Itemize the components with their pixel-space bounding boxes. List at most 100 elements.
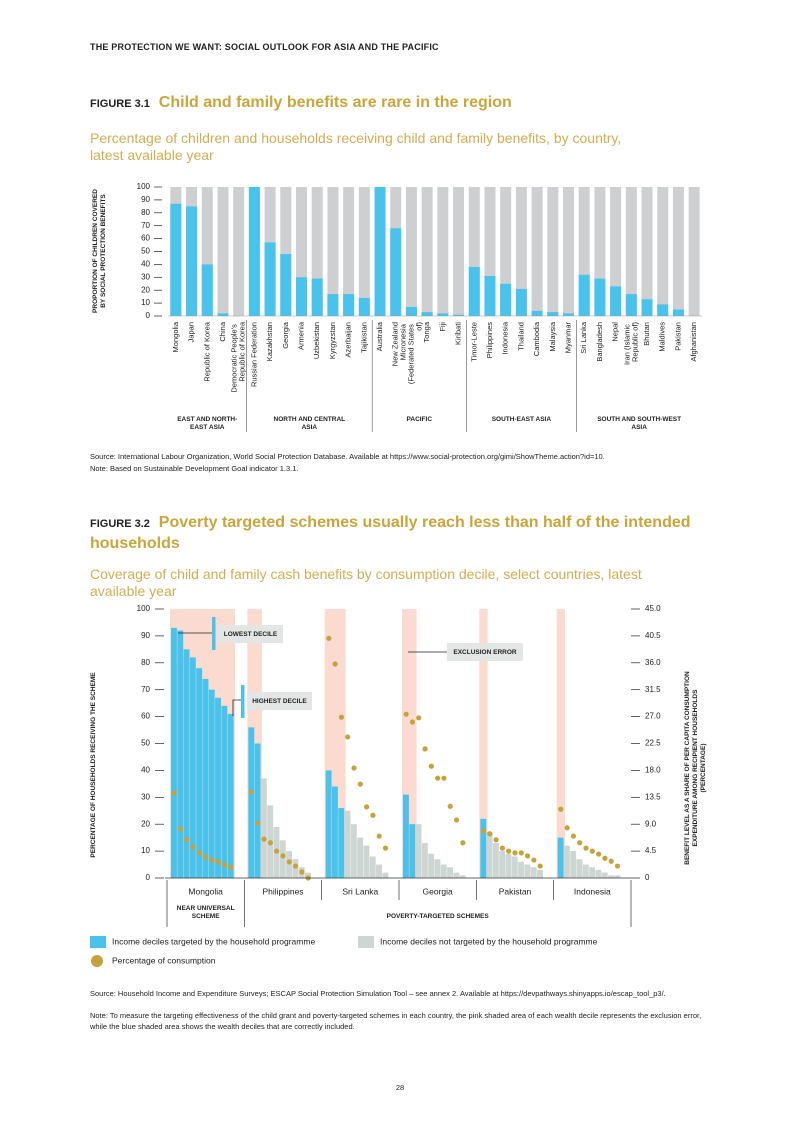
figure-label: FIGURE 3.2 (90, 518, 150, 530)
x-tick-label: Kyrgyzstan (328, 322, 337, 359)
bar (358, 297, 370, 316)
figure-subtitle: Coverage of child and family cash benefi… (90, 566, 642, 599)
annotation-box (247, 692, 312, 710)
y-tick-label: 20 (141, 819, 150, 828)
consumption-dot (614, 863, 621, 869)
x-tick-label: Thailand (516, 322, 525, 351)
bar-track (625, 187, 637, 316)
consumption-dot (608, 858, 614, 864)
note: Note: To measure the targeting effective… (90, 1011, 702, 1031)
bar-track (327, 187, 339, 316)
consumption-dot (460, 840, 466, 846)
x-tick-label: Tonga (422, 321, 431, 342)
consumption-dot (215, 859, 221, 865)
consumption-dot (332, 661, 338, 667)
legend-swatch (91, 955, 103, 967)
consumption-dot (409, 719, 416, 725)
consumption-dot (255, 820, 261, 826)
targeted-bar (331, 786, 338, 878)
y-tick-label: 80 (141, 208, 150, 217)
bar (421, 312, 433, 316)
targeted-bar (215, 697, 221, 878)
country-label: Indonesia (574, 886, 611, 896)
untargeted-bar (537, 869, 543, 878)
country-label: Georgia (423, 886, 454, 896)
bar (405, 306, 417, 316)
legend-label: Income deciles not targeted by the house… (380, 936, 598, 946)
bar (625, 294, 637, 316)
consumption-dot (209, 857, 215, 863)
y-tick-label: 10 (141, 298, 150, 307)
annotation: HIGHEST DECILE (252, 698, 307, 705)
group-label: NORTH AND CENTRAL ASIA (273, 416, 346, 431)
bar-track (657, 187, 669, 316)
running-header: THE PROTECTION WE WANT: SOCIAL OUTLOOK F… (90, 42, 439, 52)
annotation-box (447, 643, 523, 661)
bar (672, 309, 684, 316)
untargeted-bar (589, 867, 596, 878)
y2-axis-label: BENEFIT LEVEL AS A SHARE OF PER CAPITA C… (684, 671, 707, 865)
targeted-bar (409, 824, 416, 878)
bar (610, 286, 622, 316)
consumption-dot (382, 845, 389, 851)
untargeted-bar (344, 810, 351, 878)
untargeted-bar (492, 843, 499, 878)
x-tick-label: Tajikistan (359, 322, 368, 353)
y-tick-label: 40 (141, 260, 150, 269)
x-tick-label: Bangladesh (595, 322, 604, 362)
y-tick-label: 10 (141, 846, 150, 855)
x-tick-label: Fiji (438, 322, 447, 332)
y-tick-label: 60 (141, 234, 150, 243)
consumption-dot (228, 864, 234, 870)
untargeted-bar (518, 861, 525, 878)
bar (515, 288, 527, 316)
bar (468, 266, 480, 316)
country-label: Sri Lanka (342, 886, 378, 896)
bar-track (437, 187, 449, 316)
group-label: PACIFIC (406, 416, 433, 423)
untargeted-bar (499, 851, 506, 878)
bar-track (217, 187, 229, 316)
bar-track (358, 187, 370, 316)
y-tick-label: 0 (146, 873, 151, 882)
figure-title: Poverty targeted schemes usually reach l… (90, 514, 691, 552)
consumption-dot (196, 850, 202, 856)
figure-heading: FIGURE 3.2 Poverty targeted schemes usua… (90, 513, 720, 553)
x-tick-label: Mongolia (171, 321, 180, 352)
targeted-bar (208, 689, 215, 878)
untargeted-bar (608, 875, 614, 878)
consumption-dot (524, 853, 531, 859)
targeted-bar (254, 743, 261, 878)
untargeted-bar (376, 864, 382, 878)
exclusion-shade (556, 609, 565, 878)
bar-track (688, 187, 700, 316)
bar (453, 314, 465, 316)
untargeted-bar (357, 837, 364, 878)
consumption-dot (292, 863, 299, 869)
untargeted-bar (459, 875, 466, 878)
consumption-dot (564, 825, 570, 831)
y-tick-label: 80 (141, 658, 150, 667)
x-tick-label: Democratic People's Republic of Korea (230, 321, 247, 392)
x-tick-label: Timor-Leste (469, 322, 478, 362)
bar (484, 276, 496, 316)
consumption-dot (589, 848, 595, 854)
x-tick-label: Japan (187, 322, 196, 342)
bar (500, 283, 512, 316)
consumption-dot (512, 850, 518, 856)
consumption-dot (441, 775, 447, 781)
targeted-bar (196, 668, 203, 878)
bar-track (610, 187, 622, 316)
bar (547, 312, 559, 316)
bar-track (578, 187, 590, 316)
y-tick-label: 100 (137, 182, 151, 191)
consumption-dot (376, 833, 382, 839)
consumption-dot (435, 775, 441, 781)
x-tick-label: Micronesia (Federated States of) (398, 322, 423, 385)
bar-track (515, 187, 527, 316)
y-tick-label: 20 (141, 285, 150, 294)
bar (186, 206, 198, 316)
consumption-dot (267, 840, 273, 846)
